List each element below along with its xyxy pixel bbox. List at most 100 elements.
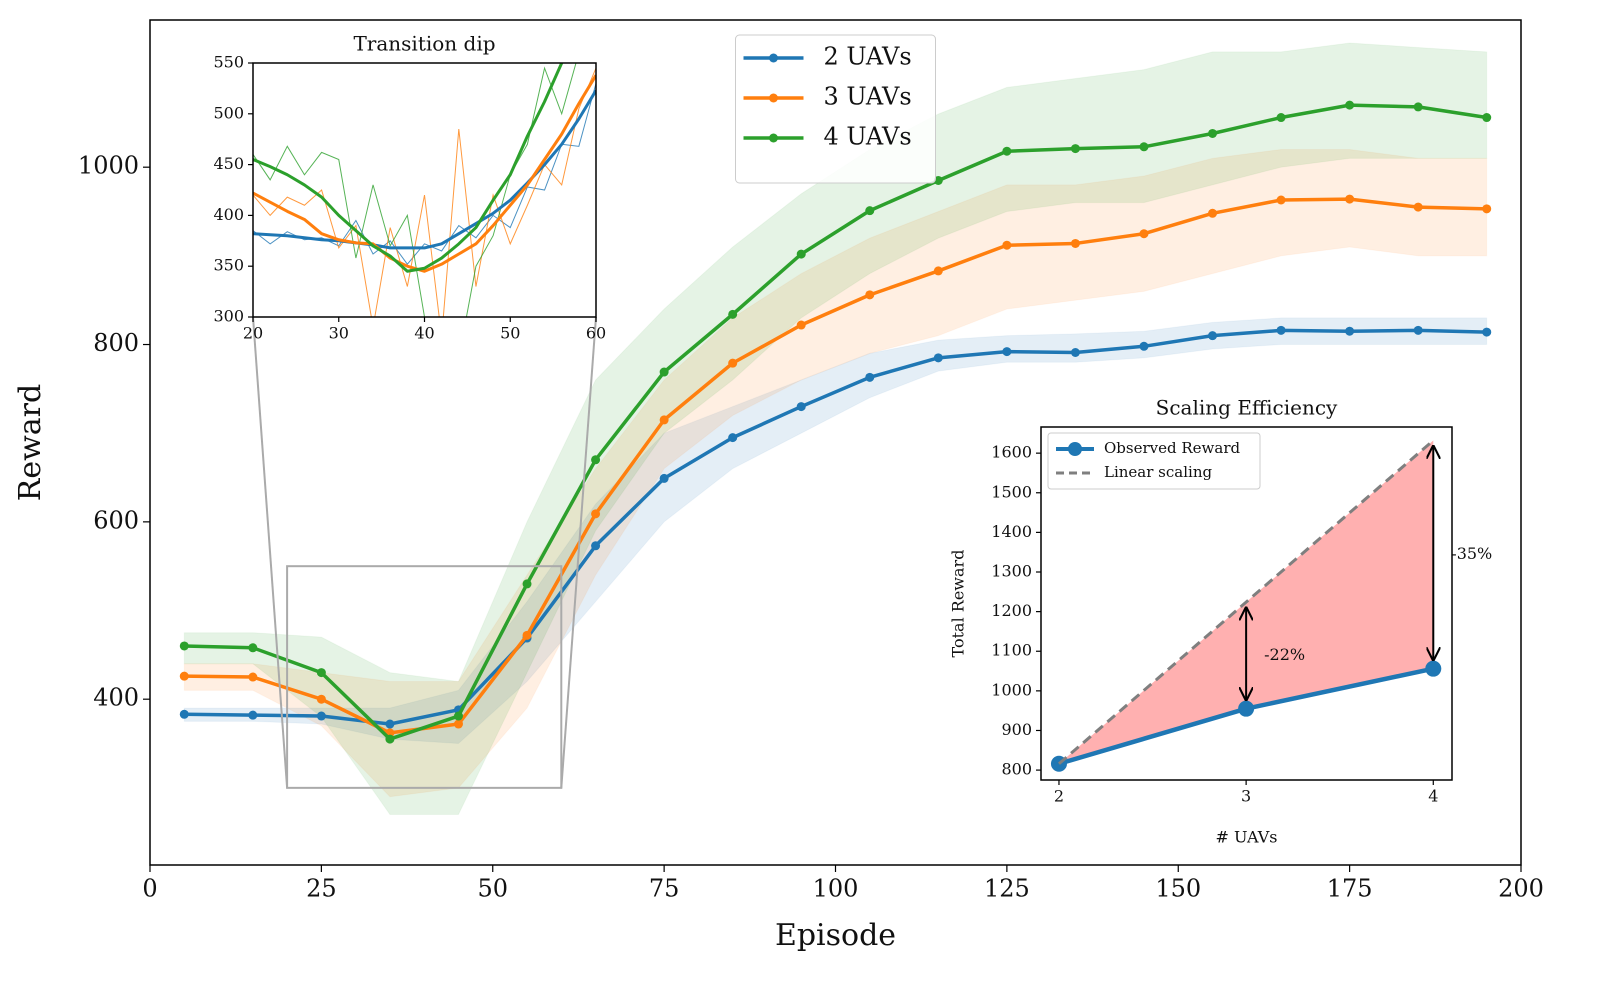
- x-tick-label: 50: [500, 324, 520, 343]
- series-marker: [248, 710, 258, 720]
- y-tick-label: 1500: [991, 482, 1032, 501]
- raw-line: [253, 63, 577, 317]
- series-marker: [179, 671, 189, 681]
- series-marker: [179, 709, 189, 719]
- y-tick-label: 1200: [991, 601, 1032, 620]
- series-marker: [316, 668, 326, 678]
- x-tick-label: 175: [1327, 875, 1373, 903]
- y-tick-label: 900: [1001, 720, 1032, 739]
- series-marker: [522, 579, 532, 589]
- x-axis-label: # UAVs: [1215, 828, 1277, 847]
- y-tick-label: 1000: [78, 152, 139, 180]
- x-tick-label: 20: [243, 324, 263, 343]
- series-marker: [1002, 146, 1012, 156]
- series-marker: [1238, 700, 1255, 717]
- series-marker: [659, 415, 669, 425]
- y-tick-label: 600: [93, 506, 139, 534]
- x-tick-label: 150: [1155, 875, 1201, 903]
- gap-annotation: -22%: [1264, 645, 1305, 664]
- series-marker: [1345, 326, 1355, 336]
- series-marker: [1482, 204, 1492, 214]
- y-tick-label: 400: [213, 205, 244, 224]
- y-tick-label: 1600: [991, 443, 1032, 462]
- series-marker: [385, 719, 395, 729]
- series-marker: [1139, 142, 1149, 152]
- series-marker: [1482, 327, 1492, 337]
- axes-frame: [1040, 426, 1453, 781]
- smoothed-line: [253, 63, 564, 273]
- y-tick-label: 1100: [991, 641, 1032, 660]
- series-marker: [865, 372, 875, 382]
- series-marker: [1482, 113, 1492, 123]
- series-marker: [728, 309, 738, 319]
- series-marker: [1276, 195, 1286, 205]
- legend-label: Linear scaling: [1104, 463, 1212, 481]
- series-marker: [385, 734, 395, 744]
- series-line: [184, 103, 1487, 741]
- series-marker: [179, 641, 189, 651]
- legend-box: [1047, 432, 1261, 490]
- series-marker: [1345, 194, 1355, 204]
- zoom-connector: [252, 316, 289, 788]
- series-marker: [865, 290, 875, 300]
- series-marker: [796, 249, 806, 259]
- series-marker: [522, 630, 532, 640]
- series-marker: [453, 711, 463, 721]
- axes-title: Scaling Efficiency: [1156, 396, 1338, 420]
- series-marker: [591, 541, 601, 551]
- series-marker: [1208, 331, 1218, 341]
- series-marker: [1276, 113, 1286, 123]
- series-marker: [1139, 341, 1149, 351]
- series-marker: [933, 353, 943, 363]
- x-tick-label: 3: [1241, 787, 1251, 806]
- y-axis-label: Total Reward: [949, 550, 968, 658]
- series-marker: [1345, 100, 1355, 110]
- series-marker: [316, 711, 326, 721]
- x-tick-label: 200: [1498, 875, 1544, 903]
- series-marker: [248, 672, 258, 682]
- axes-title: Transition dip: [353, 32, 495, 56]
- axes-frame: [252, 62, 597, 318]
- series-marker: [728, 358, 738, 368]
- y-tick-label: 800: [93, 329, 139, 357]
- series-marker: [1002, 347, 1012, 357]
- series-marker: [248, 643, 258, 653]
- series-marker: [1002, 240, 1012, 250]
- series-marker: [1070, 238, 1080, 248]
- series-marker: [591, 455, 601, 465]
- legend-marker: [769, 93, 778, 103]
- legend-marker: [769, 133, 778, 143]
- series-marker: [728, 433, 738, 443]
- x-tick-label: 100: [813, 875, 859, 903]
- y-tick-label: 300: [213, 307, 244, 326]
- series-marker: [796, 320, 806, 330]
- series-marker: [659, 473, 669, 483]
- inset-plot: [1050, 439, 1442, 772]
- x-tick-label: 60: [586, 324, 606, 343]
- series-marker: [316, 694, 326, 704]
- legend-marker: [1068, 442, 1082, 456]
- smoothed-line: [253, 89, 596, 250]
- series-marker: [1070, 144, 1080, 154]
- y-tick-label: 1000: [991, 680, 1032, 699]
- legend-label: Observed Reward: [1104, 439, 1240, 457]
- zoom-connector: [560, 316, 597, 788]
- series-marker: [865, 206, 875, 216]
- x-tick-label: 0: [142, 875, 157, 903]
- series-line: [184, 197, 1487, 735]
- gap-annotation: -35%: [1451, 544, 1492, 563]
- series-marker: [1413, 202, 1423, 212]
- series-line: [184, 328, 1487, 726]
- series-marker: [1413, 325, 1423, 335]
- legend-label: 4 UAVs: [824, 123, 912, 151]
- x-tick-label: 40: [414, 324, 434, 343]
- series-marker: [933, 175, 943, 185]
- y-tick-label: 400: [93, 684, 139, 712]
- series-marker: [1276, 325, 1286, 335]
- x-tick-label: 125: [984, 875, 1030, 903]
- reference-line: [1057, 439, 1435, 765]
- y-axis-label: Reward: [13, 384, 48, 501]
- y-tick-label: 800: [1001, 760, 1032, 779]
- legend-marker: [769, 53, 778, 63]
